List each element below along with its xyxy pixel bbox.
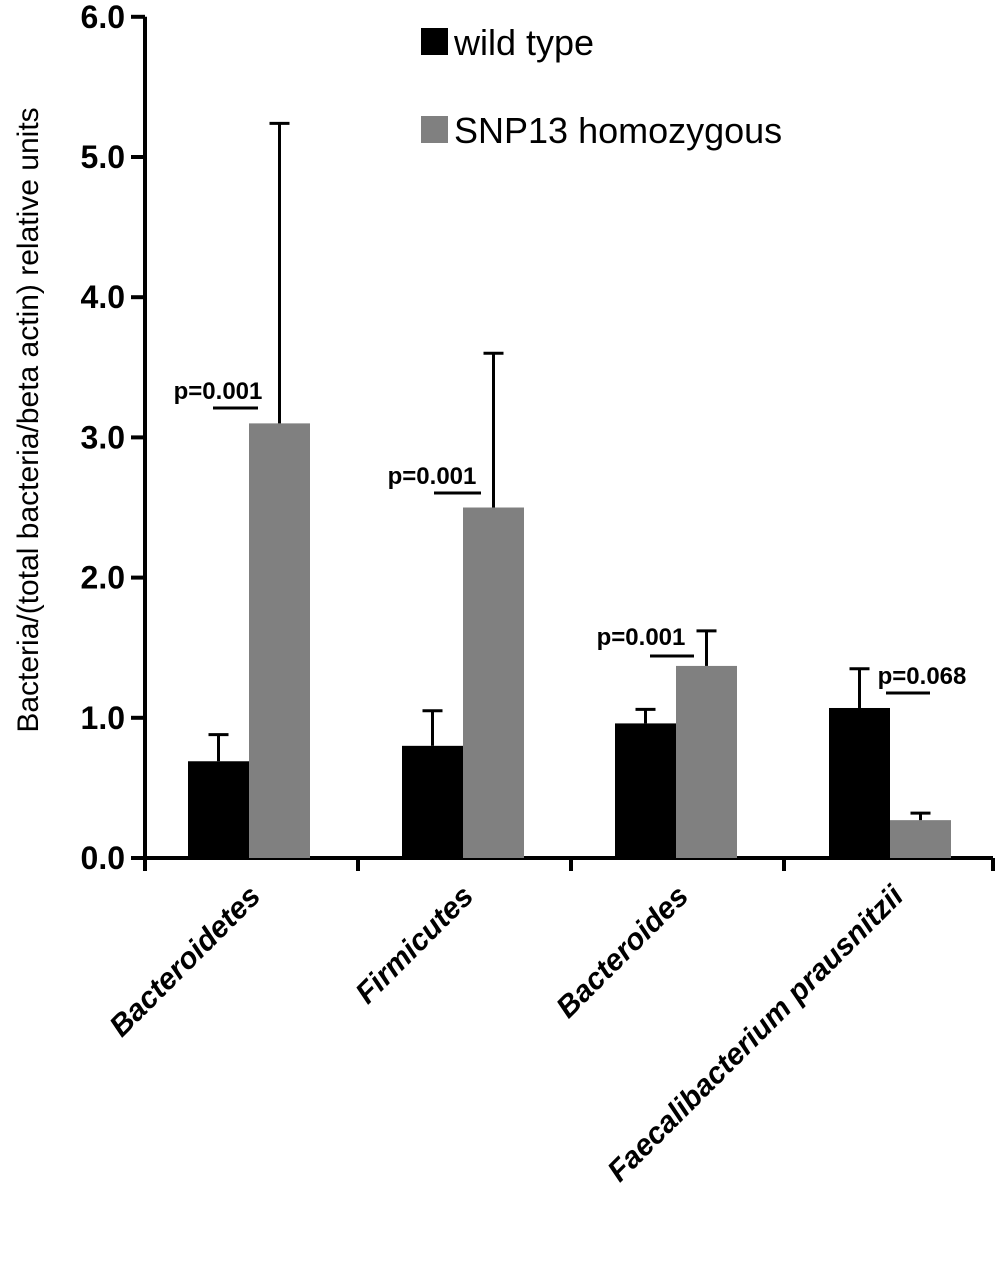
p-value-label: p=0.068 <box>878 663 967 690</box>
legend-label: wild type <box>453 22 594 63</box>
bar-snp13-0 <box>249 423 310 858</box>
y-tick-label: 3.0 <box>81 419 125 455</box>
category-label: Bacteroidetes <box>103 880 267 1044</box>
bar-wild-type-3 <box>829 707 890 858</box>
y-tick-label: 5.0 <box>81 139 125 175</box>
y-tick-label: 6.0 <box>81 0 125 35</box>
category-label: Bacteroides <box>550 880 695 1025</box>
category-label: Firmicutes <box>349 880 480 1011</box>
legend-label: SNP13 homozygous <box>454 110 782 151</box>
legend-swatch <box>421 116 448 143</box>
y-axis-label: Bacteria/(total bacteria/beta actin) rel… <box>12 107 45 732</box>
bar-wild-type-0 <box>188 761 249 858</box>
bar-wild-type-1 <box>402 745 463 858</box>
y-tick-label: 4.0 <box>81 279 125 315</box>
bar-wild-type-2 <box>615 723 676 858</box>
p-value-label: p=0.001 <box>597 624 686 651</box>
p-value-label: p=0.001 <box>174 378 263 405</box>
bar-snp13-2 <box>676 665 737 858</box>
plot-area: 0.0 1.0 2.0 3.0 4.0 5.0 6.0 p=0.001 p=0.001 p=0.0… <box>81 0 995 1188</box>
y-tick-label: 2.0 <box>81 560 125 596</box>
y-tick-label: 1.0 <box>81 700 125 736</box>
p-value-label: p=0.001 <box>388 463 477 490</box>
legend-swatch <box>421 28 448 55</box>
bar-snp13-3 <box>890 820 951 858</box>
y-tick-label: 0.0 <box>81 840 125 876</box>
bar-snp13-1 <box>463 507 524 858</box>
